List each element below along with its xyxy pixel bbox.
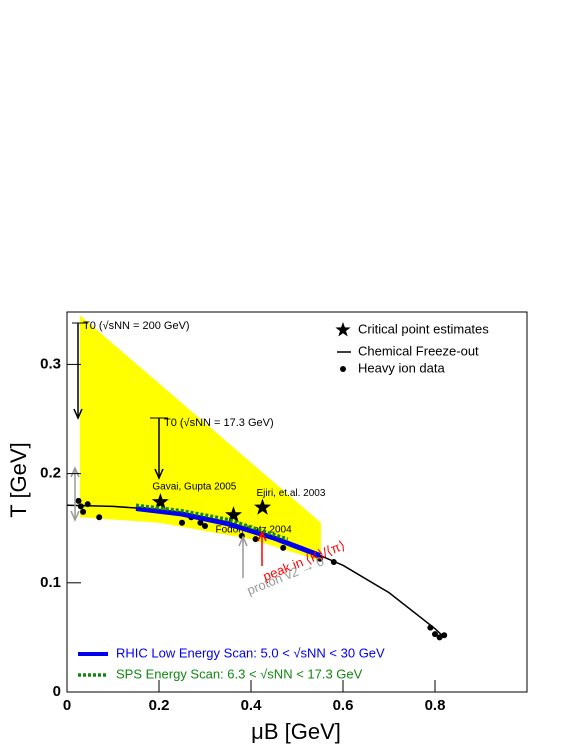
legend-label: Heavy ion data (358, 360, 445, 375)
data-point (280, 544, 287, 551)
data-point (84, 501, 91, 508)
x-tick-label: 0.2 (149, 697, 170, 714)
data-point (179, 519, 185, 526)
legend-marker (335, 322, 351, 337)
critical-point (151, 493, 169, 510)
y-tick-label: 0.1 (40, 574, 61, 591)
arrow-head (238, 535, 248, 547)
data-point (197, 519, 204, 526)
data-point (80, 508, 87, 515)
data-point (96, 514, 103, 521)
data-point (427, 624, 434, 631)
x-tick-label: 0.6 (333, 697, 354, 714)
data-point (202, 523, 208, 530)
arrow-head (257, 530, 267, 542)
annotation: T0 (√sNN = 17.3 GeV) (164, 417, 274, 429)
arrow-head (70, 510, 80, 522)
legend-marker (340, 366, 346, 372)
legend-label: SPS Energy Scan: 6.3 < √sNN < 17.3 GeV (116, 666, 363, 681)
arrow-head (154, 468, 164, 480)
legend-label: Chemical Freeze-out (358, 343, 479, 358)
y-tick-label: 0.3 (40, 355, 61, 372)
scan-band (135, 506, 321, 558)
data-point (77, 503, 84, 510)
y-tick-label: 0.2 (40, 465, 61, 482)
critical-point-label: Ejiri, et.al. 2003 (257, 488, 326, 499)
arrow-head (73, 408, 83, 420)
legend-label: Critical point estimates (358, 321, 489, 336)
x-axis-label: μB [GeV] (251, 719, 341, 744)
data-point (432, 631, 438, 638)
critical-point (253, 498, 272, 515)
annotation: T0 (√sNN = 200 GeV) (83, 320, 190, 332)
critical-point-label: Gavai, Gupta 2005 (152, 482, 236, 493)
x-tick-label: 0.4 (241, 697, 263, 714)
data-point (441, 632, 448, 639)
y-axis-label: T [GeV] (6, 442, 31, 517)
plot-frame (66, 311, 528, 693)
data-point (75, 497, 82, 504)
data-point (436, 634, 443, 641)
x-tick-label: 0.8 (425, 697, 446, 714)
data-point (252, 536, 259, 543)
data-point (330, 559, 337, 566)
x-tick-label: 0 (63, 697, 71, 714)
region (79, 315, 321, 561)
y-tick-label: 0 (53, 683, 61, 700)
legend-label: RHIC Low Energy Scan: 5.0 < √sNN < 30 Ge… (116, 645, 385, 660)
critical-point (225, 506, 243, 523)
